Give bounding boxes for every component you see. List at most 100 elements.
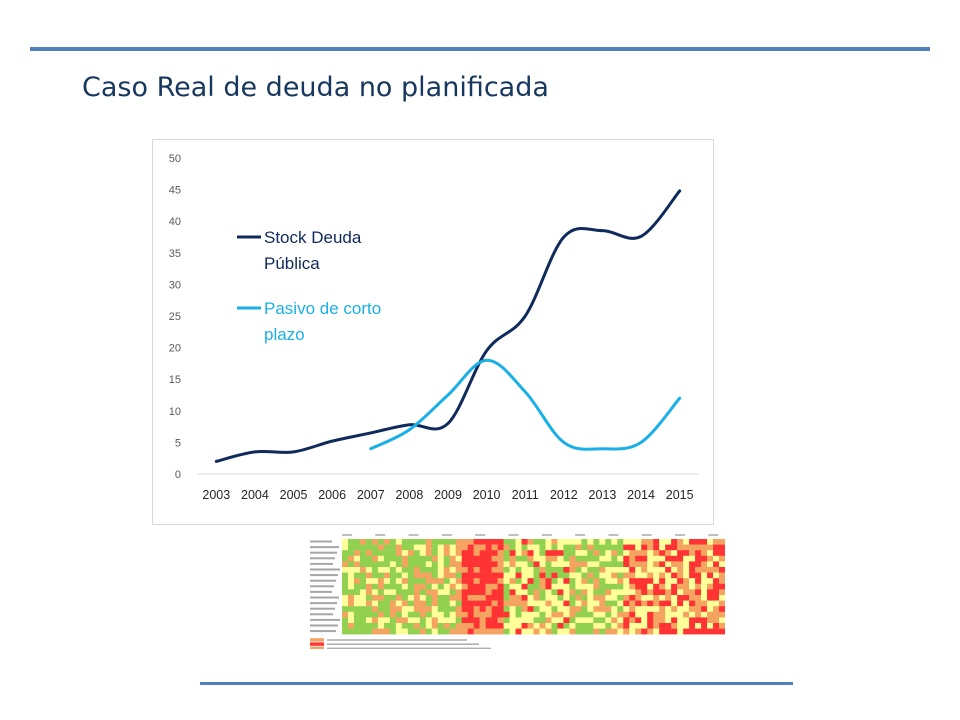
- heatmap-cell: [449, 544, 456, 551]
- heatmap-cell: [425, 539, 433, 545]
- heatmap-cell: [497, 578, 504, 584]
- heatmap-cell: [419, 550, 427, 556]
- heatmap-cell: [455, 555, 462, 562]
- heatmap-cell: [527, 611, 534, 618]
- heatmap-cell: [395, 600, 403, 607]
- heatmap-cell: [569, 578, 576, 584]
- heatmap-cell: [515, 550, 522, 556]
- heatmap-cell: [407, 555, 415, 562]
- heatmap-cell: [539, 561, 546, 568]
- heatmap-cell: [485, 606, 492, 612]
- heatmap-cell: [509, 561, 516, 568]
- heatmap-cell: [347, 600, 355, 607]
- heatmap-cell: [539, 550, 546, 556]
- heatmap-cell: [353, 539, 361, 545]
- heatmap-cell: [653, 606, 660, 612]
- heatmap-cell: [527, 606, 534, 612]
- x-tick-label: 2008: [395, 488, 423, 502]
- heatmap-cell: [563, 572, 570, 579]
- heatmap-cell: [599, 600, 606, 607]
- heatmap-cell: [689, 600, 696, 607]
- heatmap-row-label: [310, 590, 332, 593]
- heatmap-cell: [467, 595, 474, 601]
- heatmap-cell: [473, 539, 480, 545]
- heatmap-cell: [647, 628, 654, 635]
- heatmap-cell: [497, 539, 504, 545]
- heatmap-cell: [509, 606, 516, 612]
- heatmap-cell: [395, 561, 403, 568]
- heatmap-cell: [515, 555, 522, 562]
- heatmap-cell: [431, 600, 439, 607]
- heatmap-cell: [563, 561, 570, 568]
- heatmap-cell: [665, 544, 672, 551]
- heatmap-cell: [491, 623, 498, 629]
- heatmap-cell: [353, 611, 361, 618]
- heatmap-cell: [671, 628, 678, 635]
- heatmap-cell: [635, 561, 642, 568]
- heatmap-cell: [527, 595, 534, 601]
- heatmap-cell: [503, 567, 510, 573]
- heatmap-cell: [611, 555, 618, 562]
- heatmap-cell: [383, 567, 391, 573]
- heatmap-cell: [599, 623, 606, 629]
- heatmap-cell: [689, 561, 696, 568]
- heatmap-cell: [569, 589, 576, 596]
- heatmap-cell: [665, 561, 672, 568]
- heatmap-cell: [413, 544, 421, 551]
- heatmap-cell: [485, 623, 492, 629]
- heatmap-cell: [449, 589, 456, 596]
- heatmap-cell: [467, 623, 474, 629]
- heatmap-cell: [593, 544, 600, 551]
- heatmap-cell: [515, 583, 522, 590]
- heatmap-cell: [653, 544, 660, 551]
- heatmap-cell: [467, 550, 474, 556]
- heatmap-cell: [342, 628, 349, 635]
- heatmap-cell: [605, 583, 612, 590]
- heatmap-cell: [461, 583, 468, 590]
- x-tick-label: 2007: [357, 488, 385, 502]
- heatmap-cell: [683, 539, 690, 545]
- heatmap-cell: [617, 617, 624, 624]
- heatmap-cell: [461, 606, 468, 612]
- heatmap-cell: [485, 617, 492, 624]
- heatmap-image: [310, 534, 725, 649]
- heatmap-cell: [413, 578, 421, 584]
- heatmap-cell: [515, 623, 522, 629]
- heatmap-cell: [497, 611, 504, 618]
- heatmap-cell: [389, 606, 397, 612]
- heatmap-cell: [491, 589, 498, 596]
- heatmap-cell: [431, 611, 439, 618]
- heatmap-cell: [701, 623, 708, 629]
- heatmap-cell: [575, 589, 582, 596]
- heatmap-cell: [695, 572, 702, 579]
- heatmap-cell: [617, 572, 624, 579]
- heatmap-cell: [593, 578, 600, 584]
- heatmap-cell: [539, 611, 546, 618]
- heatmap-cell: [503, 550, 510, 556]
- heatmap-cell: [515, 572, 522, 579]
- heatmap-cell: [629, 628, 636, 635]
- top-rule: [30, 47, 930, 51]
- heatmap-cell: [359, 628, 367, 635]
- heatmap-cell: [485, 611, 492, 618]
- heatmap-cell: [569, 539, 576, 545]
- heatmap-cell: [497, 550, 504, 556]
- heatmap-cell: [389, 544, 397, 551]
- heatmap-cell: [581, 550, 588, 556]
- heatmap-cell: [473, 611, 480, 618]
- heatmap-cell: [539, 572, 546, 579]
- heatmap-cell: [713, 539, 720, 545]
- heatmap-cell: [407, 606, 415, 612]
- heatmap-cell: [377, 578, 385, 584]
- heatmap-cell: [587, 617, 594, 624]
- heatmap-cell: [473, 583, 480, 590]
- heatmap-cell: [359, 600, 367, 607]
- heatmap-cell: [479, 611, 486, 618]
- heatmap-cell: [599, 611, 606, 618]
- x-tick-label: 2011: [512, 488, 539, 502]
- heatmap-cell: [635, 539, 642, 545]
- heatmap-cell: [713, 623, 720, 629]
- heatmap-cell: [653, 555, 660, 562]
- heatmap-cell: [371, 544, 379, 551]
- heatmap-cell: [623, 623, 630, 629]
